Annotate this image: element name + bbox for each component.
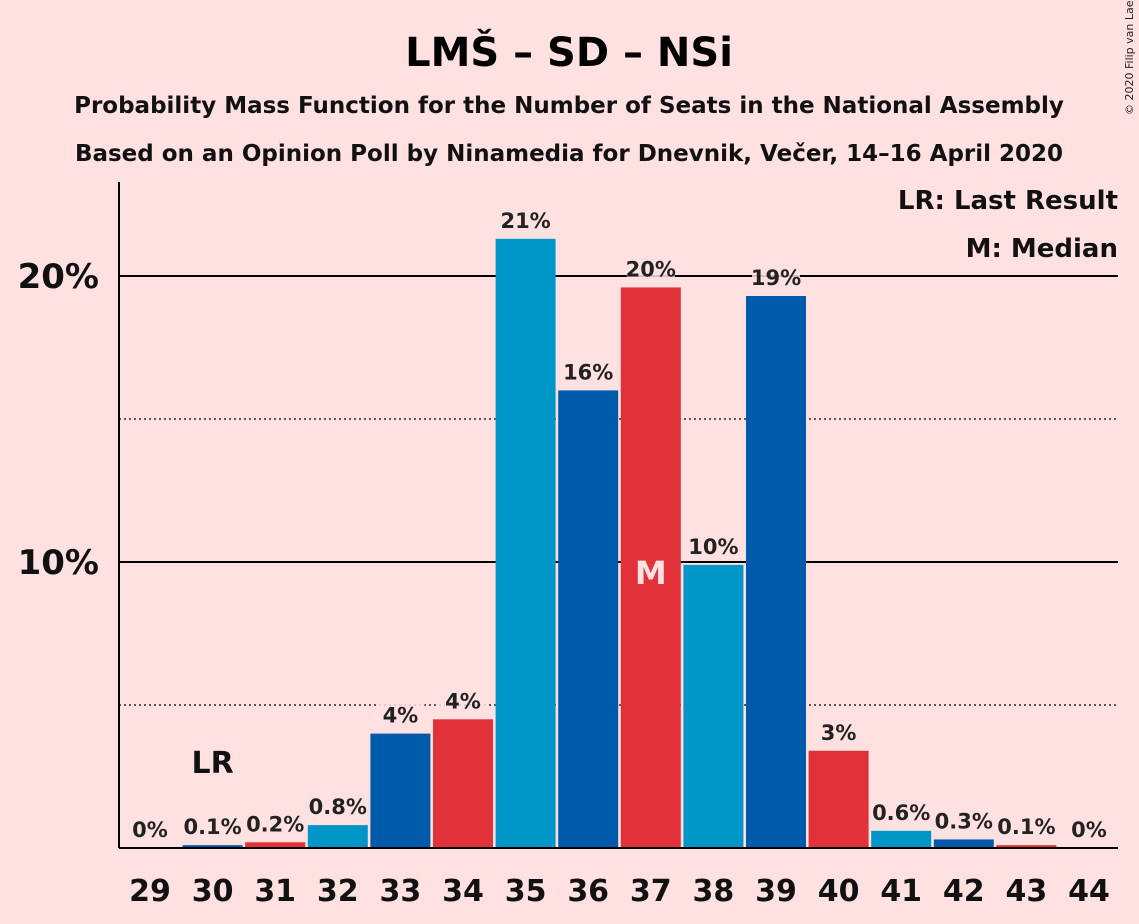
data-labels: 0% 0.1% 0.2%0.8%4%4%21%16%20%10%19%3%0.6% 0… bbox=[132, 204, 1107, 842]
x-tick-label: 31 bbox=[254, 874, 296, 909]
x-tick-label: 38 bbox=[693, 874, 735, 909]
x-tick-label: 36 bbox=[567, 874, 609, 909]
data-label: 0.6% bbox=[872, 801, 930, 825]
bar bbox=[996, 845, 1057, 848]
bar bbox=[182, 845, 243, 848]
chart-subtitle-2: Based on an Opinion Poll by Ninamedia fo… bbox=[75, 141, 1063, 167]
legend-last-result: LR: Last Result bbox=[898, 186, 1118, 216]
chart-title: LMŠ – SD – NSi bbox=[405, 28, 733, 76]
data-label: 0.3% bbox=[935, 809, 993, 833]
x-tick-label: 35 bbox=[505, 874, 547, 909]
data-label: 0.8% bbox=[309, 795, 367, 819]
bar bbox=[808, 750, 869, 848]
last-result-marker: LR bbox=[191, 746, 233, 781]
x-tick-label: 29 bbox=[129, 874, 171, 909]
data-label: 10% bbox=[688, 535, 738, 559]
bar bbox=[245, 842, 306, 848]
data-label: 19% bbox=[751, 266, 801, 290]
data-label-backdrop bbox=[501, 204, 550, 231]
x-tick-label: 43 bbox=[1006, 874, 1048, 909]
data-label: 21% bbox=[500, 209, 550, 233]
x-tick-label: 37 bbox=[630, 874, 672, 909]
bar bbox=[307, 825, 368, 848]
copyright-notice: © 2020 Filip van Laenen bbox=[1123, 0, 1136, 115]
legend-median: M: Median bbox=[966, 234, 1118, 264]
gridlines bbox=[119, 275, 1118, 706]
median-marker: M bbox=[635, 554, 667, 592]
y-axis-tick-labels: 10% 20% bbox=[18, 257, 99, 583]
data-label: 20% bbox=[626, 257, 676, 281]
data-label: 0.1% bbox=[183, 815, 241, 839]
data-label-backdrop bbox=[814, 716, 863, 743]
bar bbox=[433, 719, 493, 848]
data-label: 4% bbox=[383, 704, 419, 728]
bars bbox=[182, 238, 1057, 848]
data-label: 4% bbox=[445, 689, 481, 713]
bar bbox=[495, 238, 556, 848]
data-label: 0% bbox=[1071, 818, 1107, 842]
x-tick-label: 30 bbox=[192, 874, 234, 909]
data-label: 3% bbox=[821, 721, 857, 745]
x-tick-label: 41 bbox=[880, 874, 922, 909]
x-tick-label: 44 bbox=[1068, 874, 1110, 909]
bar bbox=[558, 390, 619, 848]
data-label: 16% bbox=[563, 360, 613, 384]
bar bbox=[933, 839, 994, 848]
data-label-backdrop bbox=[689, 530, 738, 557]
y-tick-label: 10% bbox=[18, 543, 99, 583]
x-tick-label: 33 bbox=[380, 874, 422, 909]
bar bbox=[620, 287, 681, 848]
data-label-backdrop bbox=[439, 685, 487, 712]
bar bbox=[871, 830, 932, 848]
y-tick-label: 20% bbox=[18, 257, 99, 297]
x-tick-label: 42 bbox=[943, 874, 985, 909]
data-label-backdrop bbox=[752, 262, 800, 289]
x-tick-label: 34 bbox=[442, 874, 484, 909]
data-label: 0% bbox=[132, 818, 168, 842]
x-axis-tick-labels: 29 30 31 32 33 34 35 36 37 38 39 40 41 42 43 44 bbox=[129, 874, 1110, 909]
bar bbox=[746, 296, 806, 848]
data-label-backdrop bbox=[564, 356, 613, 383]
data-label: 0.2% bbox=[246, 812, 304, 836]
chart-subtitle-1: Probability Mass Function for the Number… bbox=[74, 93, 1064, 119]
x-tick-label: 40 bbox=[818, 874, 860, 909]
bar bbox=[370, 733, 431, 848]
x-tick-label: 32 bbox=[317, 874, 359, 909]
data-label: 0.1% bbox=[997, 815, 1055, 839]
x-tick-label: 39 bbox=[755, 874, 797, 909]
data-label-backdrop bbox=[626, 253, 675, 280]
bar bbox=[683, 564, 744, 848]
data-label-backdrop bbox=[376, 699, 425, 726]
